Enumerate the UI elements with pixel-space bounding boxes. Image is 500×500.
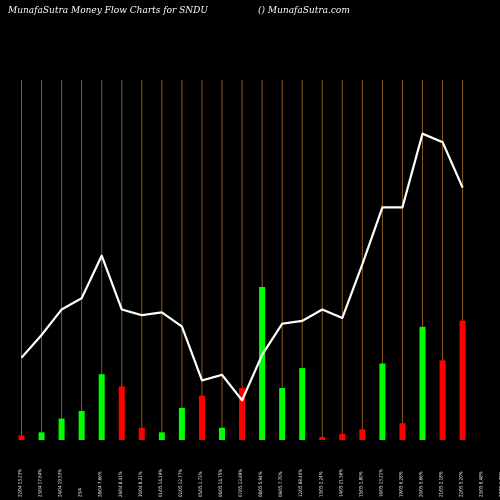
bar bbox=[439, 360, 446, 440]
x-tick-label: 02/05 12.77% bbox=[178, 469, 183, 497]
bar bbox=[18, 435, 25, 440]
bar bbox=[399, 423, 406, 440]
x-tick-label: 21/05 2.18% bbox=[439, 471, 444, 497]
bar bbox=[319, 436, 326, 440]
x-tick-label: 29/04 8.41% bbox=[118, 471, 123, 497]
bar bbox=[239, 387, 246, 440]
bar bbox=[38, 432, 45, 440]
x-tick-label: 07/05 13.89% bbox=[238, 469, 243, 497]
bar bbox=[279, 387, 286, 440]
x-tick-label: 08/05 5.94% bbox=[258, 471, 263, 497]
bar bbox=[98, 374, 105, 440]
x-tick-label: 01/05 14.19% bbox=[158, 469, 163, 497]
x-tick-label: 27/05 6.79% bbox=[499, 471, 500, 497]
x-tick-label: 22/04 13.23% bbox=[18, 469, 23, 497]
x-tick-label: 16/05 13.21% bbox=[378, 469, 383, 497]
x-tick-label: 12/05 88.40% bbox=[298, 469, 303, 497]
bar bbox=[138, 427, 145, 440]
x-tick-label: 19/05 6.28% bbox=[398, 471, 403, 497]
bars bbox=[18, 287, 466, 440]
x-tick-label: 23/05 8.48% bbox=[479, 471, 484, 497]
bar bbox=[379, 363, 386, 440]
bar bbox=[118, 386, 125, 440]
x-tick-label: 28/04 7.66% bbox=[98, 471, 103, 497]
bar bbox=[339, 433, 346, 440]
x-tick-label: 06/05 14.75% bbox=[218, 469, 223, 497]
bar bbox=[419, 326, 426, 440]
bar bbox=[158, 432, 165, 440]
tick-labels: 22/04 13.23% 23/04 17.64% 24/04 19.53% 25/4… bbox=[18, 469, 500, 497]
x-tick-label: 25/4 bbox=[78, 488, 83, 497]
money-flow-line bbox=[20, 132, 464, 402]
x-tick-label: 22/05 5.20% bbox=[459, 471, 464, 497]
bar bbox=[259, 287, 266, 440]
bar bbox=[459, 320, 466, 440]
bar bbox=[299, 368, 306, 440]
x-tick-label: 30/04 8.31% bbox=[138, 471, 143, 497]
bar bbox=[58, 418, 65, 440]
x-tick-label: 13/05 2.24% bbox=[318, 471, 323, 497]
bar bbox=[78, 410, 85, 440]
bar bbox=[198, 395, 205, 440]
x-tick-label: 05/05 1.73% bbox=[198, 471, 203, 497]
x-tick-label: 14/05 21.56% bbox=[338, 469, 343, 497]
x-tick-label: 20/05 5.66% bbox=[419, 471, 424, 497]
x-tick-label: 09/05 7.70% bbox=[278, 471, 283, 497]
chart-title: MunafaSutra Money Flow Charts for SNDU bbox=[8, 6, 208, 16]
bar bbox=[178, 407, 185, 440]
bar bbox=[219, 427, 225, 440]
bar bbox=[359, 429, 366, 440]
x-tick-label: 24/04 19.53% bbox=[58, 469, 63, 497]
grid-lines bbox=[21, 80, 464, 440]
site-credit: () MunafaSutra.com bbox=[258, 6, 350, 16]
x-tick-label: 23/04 17.64% bbox=[38, 469, 43, 497]
x-tick-label: 15/05 1.80% bbox=[358, 471, 363, 497]
